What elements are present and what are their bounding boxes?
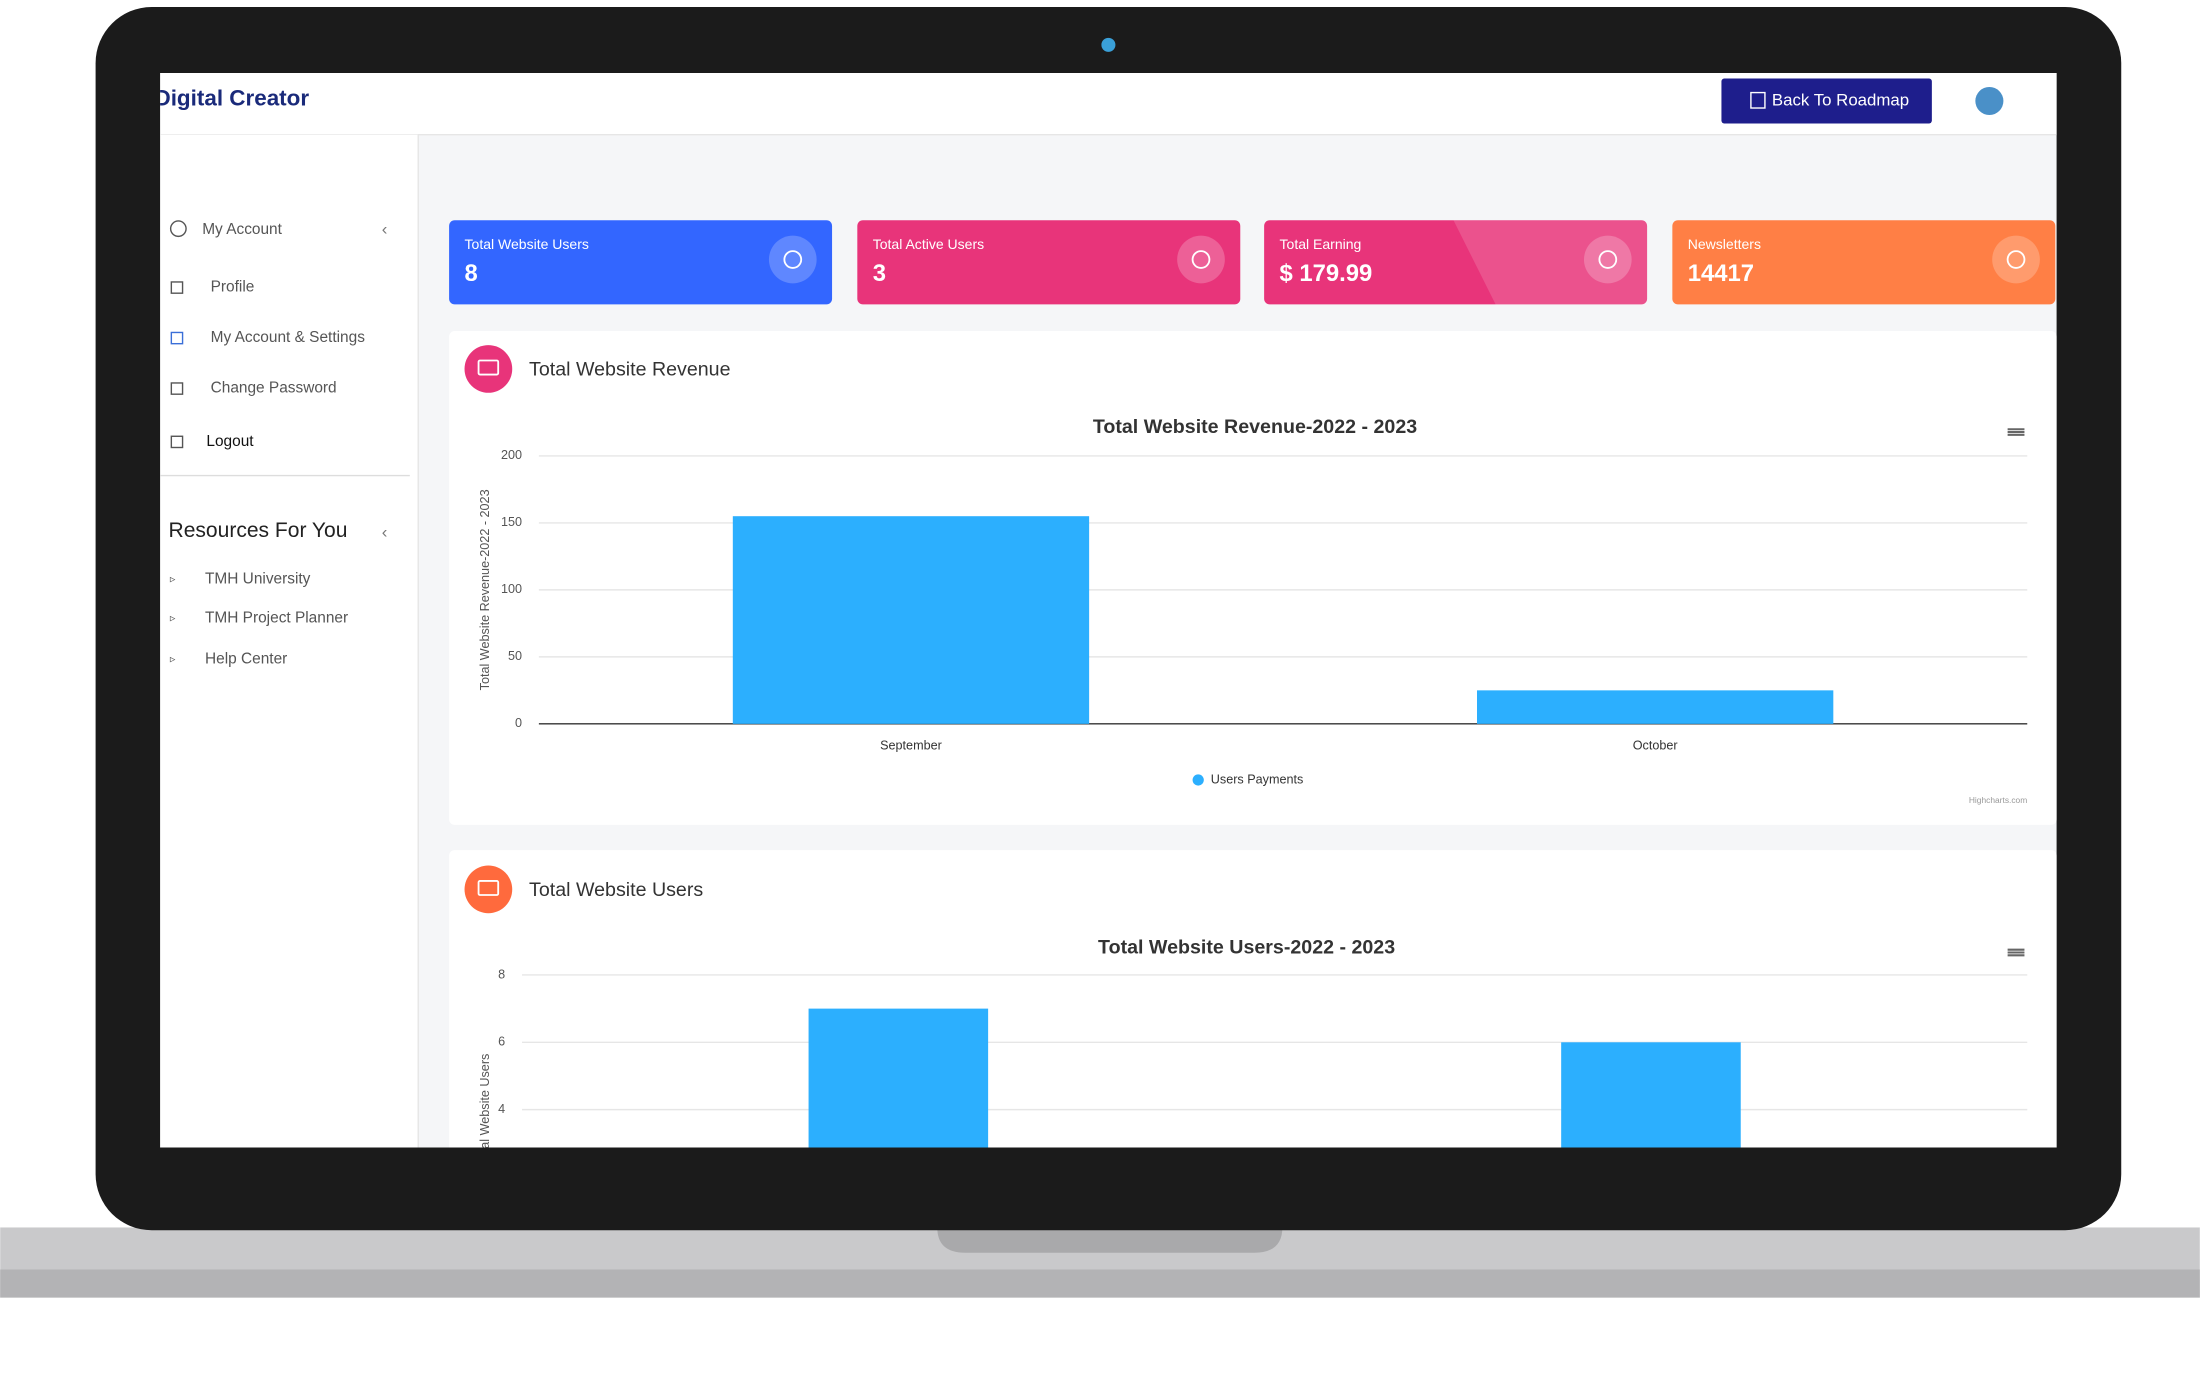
panel [449,331,2057,825]
y-tick-label: 100 [501,582,522,596]
card-value: 3 [873,260,886,287]
resources-title[interactable]: Resources For You [169,519,348,542]
legend-marker [1192,774,1204,786]
menu-item[interactable]: My Account & Settings [211,329,366,346]
card-icon [1583,235,1632,284]
resource-link[interactable]: Help Center [205,650,287,667]
back-button-label[interactable]: Back To Roadmap [1772,90,1909,109]
menu-item[interactable]: Change Password [211,380,337,397]
menu-icon [170,382,184,395]
bar[interactable] [1561,1042,1741,1244]
screen: Digital Creator Back To Roadmap My Accou… [155,72,2057,1245]
panel-heading: Total Website Users [529,879,703,901]
user-avatar[interactable] [1975,86,2004,116]
card-icon-glyph [1191,250,1211,269]
menu-icon [170,281,184,294]
button-icon [1750,91,1766,109]
menu-item[interactable]: Logout [206,433,254,450]
bar[interactable] [1477,690,1834,724]
menu-icon [170,331,184,345]
y-tick-label: 6 [498,1035,505,1049]
panel-icon-glyph [477,880,500,896]
chevron: ‹ [382,220,388,239]
resource-bullet: ▹ [170,653,176,665]
chart-title: Total Website Users-2022 - 2023 [1098,936,1395,958]
sidebar-account[interactable]: My Account [202,221,282,238]
card-value: 8 [465,260,478,287]
panel-icon [464,345,513,393]
card-icon [1992,235,2040,284]
panel-icon-glyph [477,359,500,376]
account-icon [169,220,187,238]
card-icon [1177,235,1225,284]
stat-card [1264,220,1648,305]
resource-link[interactable]: TMH Project Planner [205,610,348,627]
y-tick-label: 50 [508,649,522,663]
y-tick-label: 0 [515,716,522,730]
y-axis-title: Total Website Revenue-2022 - 2023 [478,489,492,690]
y-tick-label: 200 [501,448,522,462]
resource-bullet: ▹ [170,573,176,585]
sidebar [160,134,419,1148]
card-value: $ 179.99 [1280,260,1373,287]
stat-card [857,220,1241,305]
y-tick-label: 8 [498,967,505,981]
menu-item[interactable]: Profile [211,279,255,296]
bar[interactable] [732,516,1090,724]
panel-icon [464,865,513,914]
y-axis-title: Total Website Users [478,1054,492,1166]
card-icon-glyph [1598,250,1618,269]
panel-heading: Total Website Revenue [529,359,731,381]
y-tick-label: 4 [498,1102,505,1116]
content: Profile My Account & Settings Change Passw… [170,220,2057,1245]
x-tick-label: September [880,739,942,753]
chart-title: Total Website Revenue-2022 - 2023 [1093,416,1417,438]
card-icon [768,235,817,284]
stat-card [449,220,833,305]
card-highlight [1453,220,1648,305]
chevron: ‹ [382,523,388,542]
card-icon-glyph [783,250,803,269]
resource-link[interactable]: TMH University [205,570,311,587]
bar[interactable] [808,1008,989,1245]
card-label: Newsletters [1688,236,1761,252]
back-button[interactable] [1721,78,1932,124]
camera [1101,37,1116,52]
y-tick-label: 150 [501,515,522,529]
card-icon-glyph [2006,250,2026,269]
card-label: Total Website Users [465,236,589,252]
card-label: Total Active Users [873,236,984,252]
resource-bullet: ▹ [170,613,176,625]
card-label: Total Earning [1280,236,1362,252]
laptop-notch [937,1227,1283,1253]
menu-icon [170,435,184,449]
stat-card [1672,220,2056,305]
credits[interactable]: Highcharts.com [1969,795,2027,805]
logo[interactable]: Digital Creator [155,86,310,111]
laptop-base-edge [0,1269,2200,1298]
legend-label[interactable]: Users Payments [1211,772,1303,786]
x-tick-label: October [1633,739,1678,753]
card-value: 14417 [1688,260,1754,287]
